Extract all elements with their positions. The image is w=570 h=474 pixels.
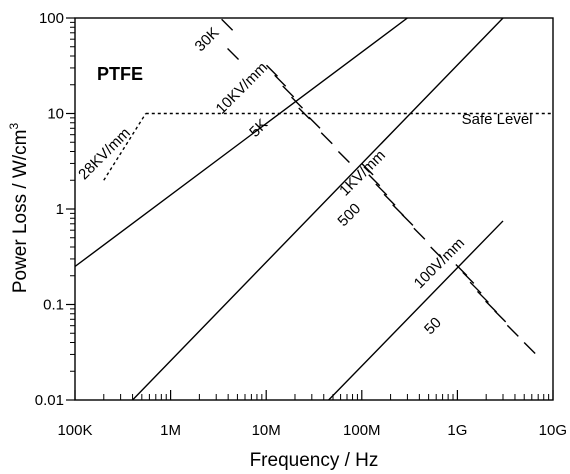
dash-mark-50-2 bbox=[469, 281, 482, 294]
y-axis-title: Power Loss / W/cm3 bbox=[7, 123, 31, 294]
x-axis-title: Frequency / Hz bbox=[250, 450, 379, 471]
axis-ticks bbox=[66, 17, 554, 401]
axis-tick-labels: 100K 1M 10M 100M 1G 10G 0.01 0.1 1 10 100 bbox=[35, 10, 567, 439]
annotation-28kv-mm: 28KV/mm bbox=[75, 125, 134, 184]
chart-lines bbox=[75, 18, 553, 400]
plot-frame bbox=[74, 17, 554, 401]
dash-mark-5k-4 bbox=[298, 107, 311, 120]
annotation-30k: 30K bbox=[192, 24, 223, 55]
dash-mark-500-5 bbox=[401, 213, 414, 226]
x-tick-label: 100K bbox=[57, 422, 92, 439]
annotation-10kv-mm: 10KV/mm bbox=[213, 59, 272, 118]
annotation-1kv-mm: 1KV/mm bbox=[336, 147, 389, 200]
dash-mark-50-5 bbox=[494, 310, 507, 323]
dash-mark-500-1 bbox=[368, 174, 381, 187]
x-tick-label: 100M bbox=[343, 422, 381, 439]
annotation-5k: 5K bbox=[246, 116, 271, 141]
dash-mark-30k-0 bbox=[221, 18, 234, 31]
series-line-28kv-mm bbox=[103, 113, 147, 181]
dash-mark-5k-6 bbox=[320, 132, 333, 145]
series-line-100v-mm bbox=[328, 220, 504, 400]
annotation-safe-level: Safe Level bbox=[462, 111, 533, 128]
annotation-500: 500 bbox=[334, 200, 364, 230]
dash-mark-500-2 bbox=[375, 183, 388, 196]
dash-mark-5k-5 bbox=[308, 116, 321, 129]
dash-mark-50-7 bbox=[523, 342, 536, 355]
x-tick-label: 1M bbox=[160, 422, 181, 439]
dash-mark-500-7 bbox=[430, 246, 443, 259]
annotation-100v-mm: 100V/mm bbox=[411, 235, 468, 292]
x-tick-label: 10M bbox=[252, 422, 281, 439]
dash-mark-50-4 bbox=[485, 300, 498, 313]
y-tick-label: 10 bbox=[47, 106, 64, 123]
dash-mark-5k-1 bbox=[274, 74, 287, 87]
y-axis-title-main: Power Loss / W/cm bbox=[10, 130, 31, 294]
dash-mark-5k-0 bbox=[266, 64, 278, 77]
dash-mark-50-3 bbox=[476, 290, 489, 303]
x-tick-label: 1G bbox=[447, 422, 467, 439]
y-tick-label: 1 bbox=[56, 201, 64, 218]
x-tick-label: 10G bbox=[539, 422, 567, 439]
material-label: PTFE bbox=[97, 64, 143, 84]
y-tick-label: 0.1 bbox=[43, 297, 64, 314]
dash-mark-500-6 bbox=[413, 227, 426, 240]
dash-mark-500-3 bbox=[383, 193, 396, 206]
y-axis-title-superscript: 3 bbox=[7, 123, 21, 130]
dash-mark-30k-1 bbox=[227, 47, 240, 60]
dash-mark-5k-7 bbox=[337, 151, 350, 164]
dash-mark-5k-2 bbox=[282, 85, 295, 98]
dash-mark-50-1 bbox=[462, 271, 475, 284]
y-tick-label: 0.01 bbox=[35, 392, 64, 409]
y-tick-label: 100 bbox=[39, 10, 64, 27]
series-line-1kv-mm bbox=[132, 18, 504, 400]
dash-mark-500-0 bbox=[361, 163, 374, 176]
annotation-50: 50 bbox=[421, 314, 445, 338]
dash-mark-50-6 bbox=[506, 324, 519, 337]
dash-mark-5k-3 bbox=[291, 96, 303, 109]
dash-mark-500-4 bbox=[392, 204, 405, 217]
series-line-10kv-mm bbox=[75, 18, 408, 268]
chart-dash-marks bbox=[221, 18, 536, 355]
